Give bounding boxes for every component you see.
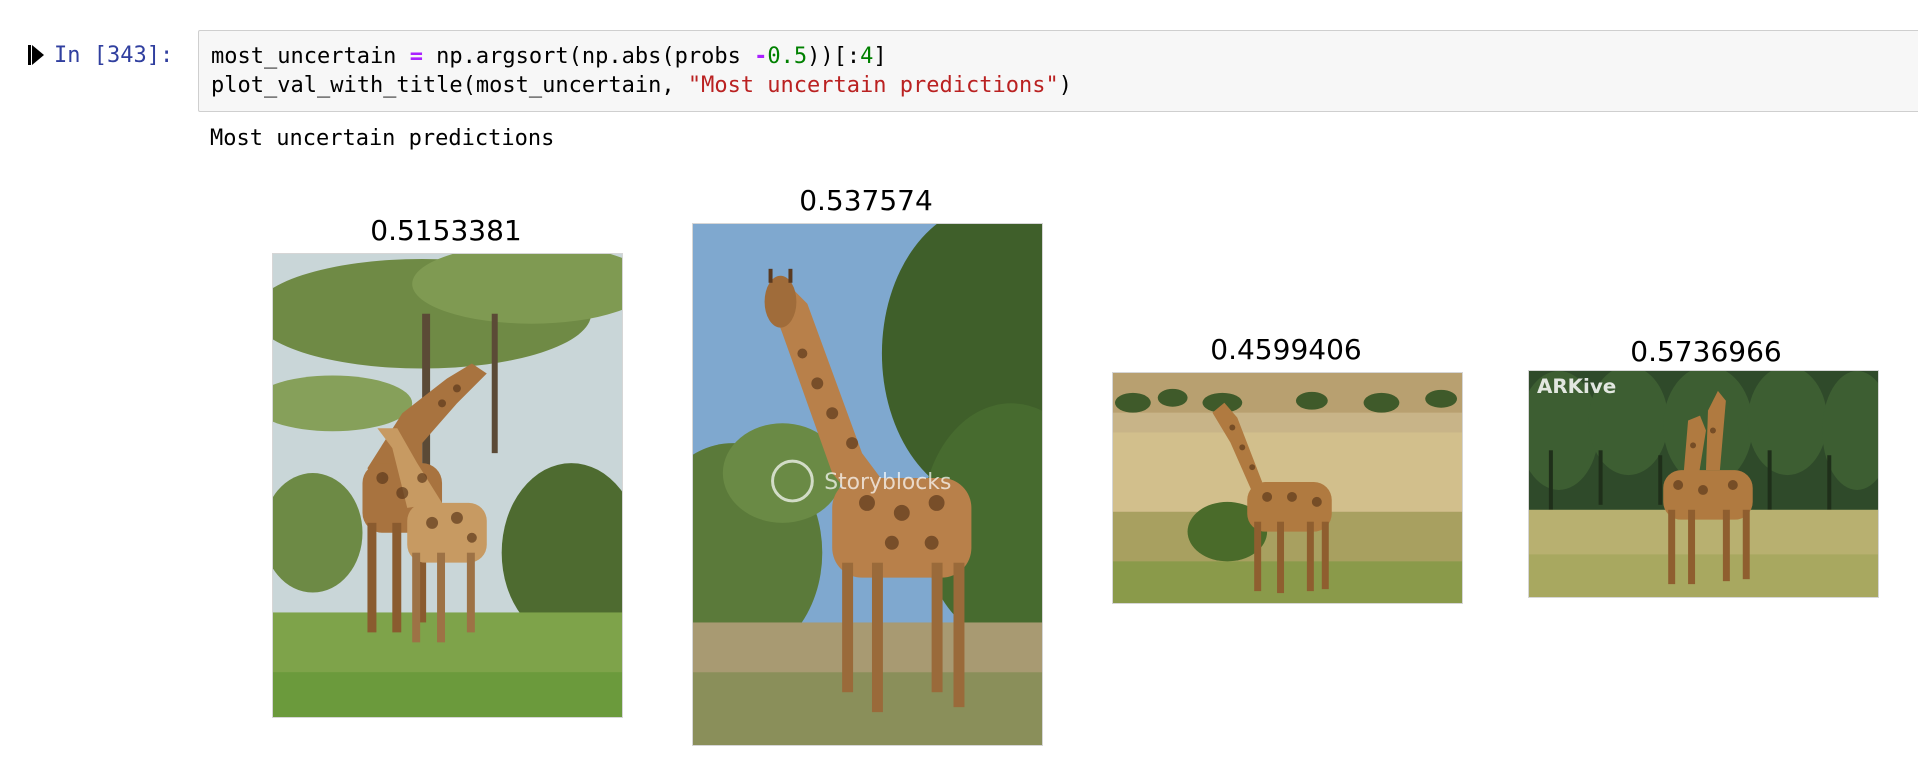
code-number-4: 4 bbox=[860, 44, 874, 69]
arkive-watermark: ARKive bbox=[1537, 375, 1616, 398]
storyblocks-watermark: Storyblocks bbox=[824, 470, 951, 495]
image-title-2: 0.537574 bbox=[799, 184, 933, 217]
run-cell-icon[interactable] bbox=[28, 45, 44, 65]
giraffe-image-1 bbox=[272, 253, 623, 718]
code-call: np.argsort(np.abs(probs bbox=[422, 44, 755, 69]
image-title-3: 0.4599406 bbox=[1210, 333, 1362, 366]
cell-prompt: In [343]: bbox=[54, 43, 174, 68]
code-var: most_uncertain bbox=[211, 44, 410, 69]
code-close: ) bbox=[1058, 73, 1072, 98]
code-slice: ))[: bbox=[807, 44, 861, 69]
image-title-4: 0.5736966 bbox=[1630, 335, 1782, 368]
giraffe-image-4: ARKive bbox=[1528, 370, 1879, 598]
code-close: ] bbox=[873, 44, 887, 69]
code-call: plot_val_with_title(most_uncertain, bbox=[211, 73, 688, 98]
cell-stdout: Most uncertain predictions bbox=[210, 126, 555, 151]
code-line-1[interactable]: most_uncertain = np.argsort(np.abs(probs… bbox=[211, 43, 887, 71]
code-operator: = bbox=[409, 44, 423, 69]
giraffe-image-2: Storyblocks bbox=[692, 223, 1043, 746]
code-editor[interactable]: most_uncertain = np.argsort(np.abs(probs… bbox=[198, 30, 1918, 112]
code-string: "Most uncertain predictions" bbox=[687, 73, 1059, 98]
giraffe-image-3 bbox=[1112, 372, 1463, 604]
code-minus: - bbox=[754, 44, 768, 69]
code-line-2[interactable]: plot_val_with_title(most_uncertain, "Mos… bbox=[211, 72, 1072, 100]
image-title-1: 0.5153381 bbox=[370, 214, 522, 247]
code-number: 0.5 bbox=[767, 44, 808, 69]
